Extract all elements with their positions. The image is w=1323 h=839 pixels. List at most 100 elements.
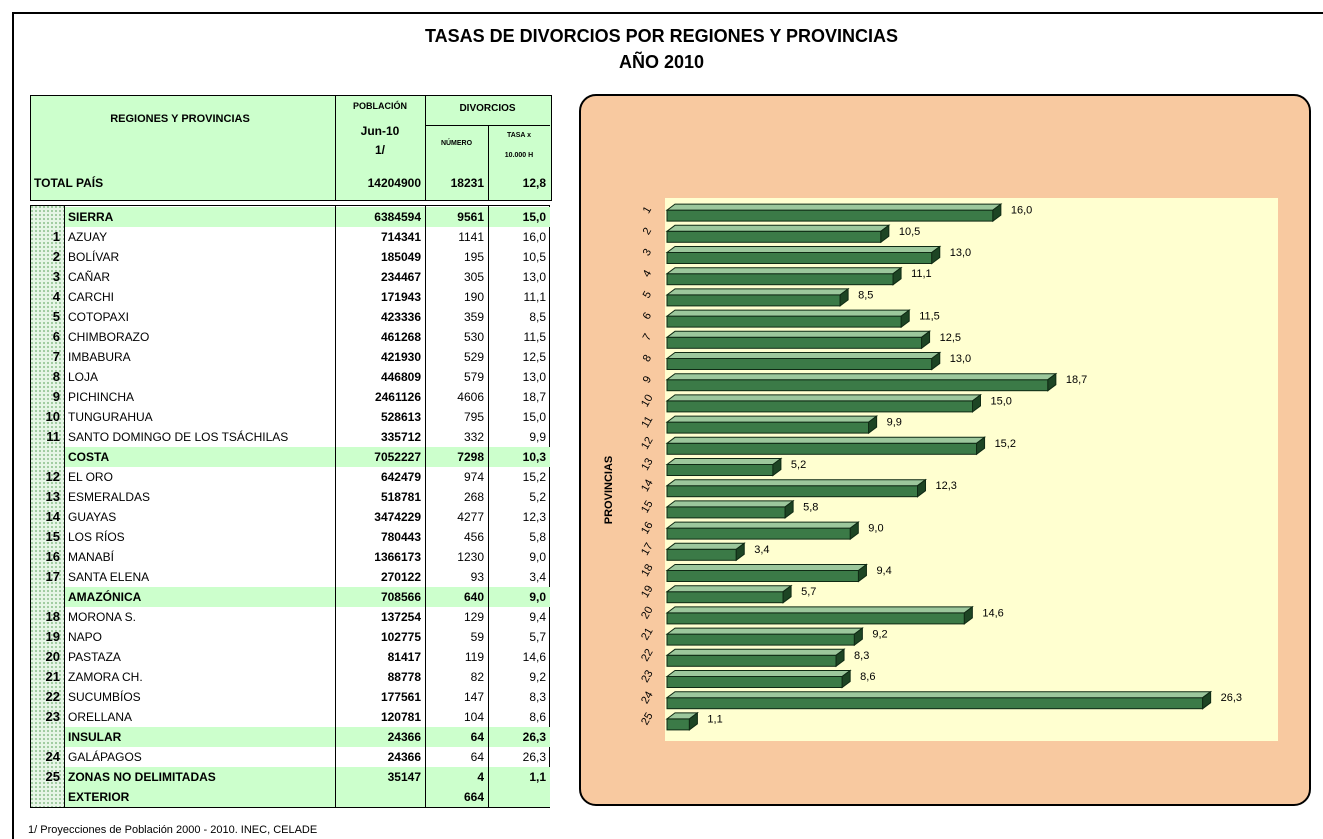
category-label: 23 (639, 668, 656, 685)
value-label: 26,3 (1221, 692, 1242, 704)
value-label: 9,4 (876, 565, 891, 577)
value-label: 8,5 (858, 289, 873, 301)
bar-side (857, 563, 867, 583)
row-name: COTOPAXI (68, 310, 129, 324)
row-name: SUCUMBÍOS (68, 690, 141, 704)
bar-top (665, 352, 942, 359)
bar-side (1047, 372, 1057, 392)
row-name: MORONA S. (68, 610, 137, 624)
bar (665, 203, 1003, 223)
category-label: 3 (641, 247, 654, 258)
row-population: 1366173 (374, 550, 421, 564)
row-name: CHIMBORAZO (68, 330, 150, 344)
row-rate: 5,7 (529, 630, 546, 644)
bar-side (931, 245, 941, 265)
top-border (12, 12, 1323, 14)
bar (665, 287, 850, 307)
value-label: 11,5 (919, 311, 940, 323)
category-label: 20 (639, 605, 656, 622)
bar-front (666, 273, 894, 286)
header-divorces: DIVORCIOS (459, 103, 516, 114)
bar (665, 711, 699, 731)
row-population: 642479 (380, 470, 421, 484)
row-divorces: 195 (463, 250, 484, 264)
bar-top (665, 648, 846, 656)
total-rate: 12,8 (522, 176, 546, 190)
value-label: 8,6 (860, 671, 875, 683)
row-rate: 26,3 (522, 730, 546, 744)
category-label: 8 (641, 353, 654, 364)
row-divorces: 268 (463, 490, 484, 504)
category-label: 12 (639, 435, 656, 452)
row-divorces: 974 (463, 470, 484, 484)
row-divorces: 4 (477, 770, 484, 784)
header-line (425, 95, 426, 165)
row-highlight (64, 207, 550, 227)
category-label: 11 (639, 414, 655, 430)
value-label: 12,5 (940, 332, 961, 344)
header-regions: REGIONES Y PROVINCIAS (110, 113, 250, 125)
total-divorces: 18231 (450, 176, 484, 190)
header-rate: 10.000 H (504, 152, 534, 159)
row-name: PICHINCHA (68, 390, 135, 404)
row-name: GUAYAS (68, 510, 117, 524)
bar-front (666, 209, 994, 222)
bar (665, 266, 903, 286)
header-note: 1/ (374, 143, 385, 157)
bar-side (917, 478, 927, 498)
row-rate: 8,6 (529, 710, 546, 724)
bar-front (666, 506, 786, 519)
row-divorces: 305 (463, 270, 484, 284)
category-label: 18 (639, 562, 656, 579)
bar-front (666, 294, 841, 307)
header-rate: TASA x (506, 132, 532, 139)
category-label: 21 (639, 626, 656, 643)
row-divorces: 82 (470, 670, 484, 684)
row-population: 234467 (380, 270, 421, 284)
column-line (425, 205, 426, 808)
bar-front (666, 336, 923, 349)
bar-side (921, 330, 931, 350)
bar-top (665, 564, 868, 571)
category-label: 2 (641, 226, 654, 237)
value-label: 18,7 (1066, 374, 1087, 386)
row-number: 14 (45, 509, 60, 524)
bar (665, 415, 879, 435)
row-rate: 18,7 (522, 390, 546, 404)
bar (665, 521, 860, 541)
total-population: 14204900 (367, 176, 421, 190)
row-number: 6 (52, 329, 60, 344)
row-highlight (64, 787, 550, 807)
row-divorces: 59 (470, 630, 484, 644)
bar-front (666, 718, 690, 731)
bar-front (666, 252, 933, 264)
title: TASAS DE DIVORCIOS POR REGIONES Y PROVIN… (424, 26, 899, 46)
category-label: 6 (641, 310, 654, 321)
subtitle: AÑO 2010 (618, 52, 705, 72)
row-population: 35147 (387, 770, 421, 784)
bar-top (665, 479, 928, 487)
bar-front (666, 654, 837, 667)
row-number: 5 (52, 309, 60, 324)
row-population: 88778 (387, 670, 421, 684)
bar-side (782, 584, 792, 604)
bar (665, 436, 987, 456)
row-divorces: 1141 (458, 230, 484, 244)
row-name: INSULAR (68, 730, 122, 744)
y-axis-label: PROVINCIAS (603, 456, 615, 524)
row-name: CARCHI (68, 290, 115, 304)
bar-side (853, 627, 863, 647)
bar-side (784, 499, 794, 519)
row-population: 335712 (380, 430, 421, 444)
bar-side (688, 711, 698, 731)
bar-side (900, 309, 910, 329)
row-number: 16 (45, 549, 60, 564)
row-number: 25 (45, 769, 60, 784)
value-label: 13,0 (950, 353, 971, 365)
row-population: 780443 (380, 530, 421, 544)
bar-front (666, 633, 855, 646)
row-divorces: 129 (463, 610, 484, 624)
bar-top (665, 415, 879, 423)
row-divorces: 119 (464, 650, 484, 664)
category-label: 9 (641, 374, 654, 385)
